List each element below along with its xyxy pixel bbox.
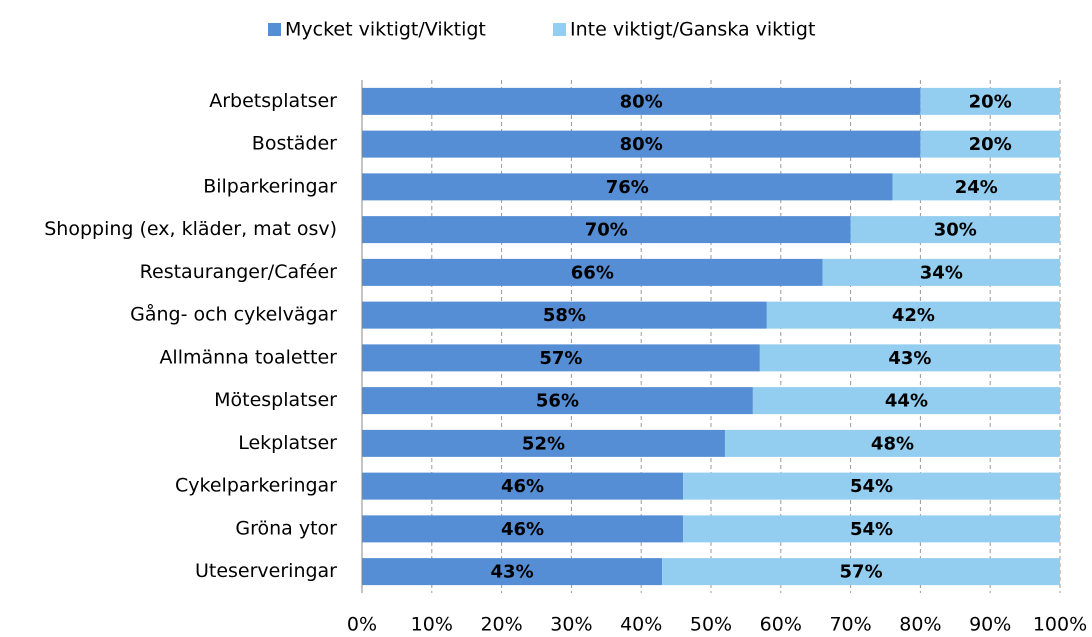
bar-segment xyxy=(362,472,684,500)
bar-segment xyxy=(362,429,725,457)
value-label: 42% xyxy=(892,305,935,326)
bar-segment xyxy=(362,216,851,244)
y-tick-label: Arbetsplatser xyxy=(209,90,337,112)
bar-segment xyxy=(662,558,1060,586)
bar-segment xyxy=(362,301,767,329)
value-label: 30% xyxy=(934,220,977,241)
x-tick-label: 100% xyxy=(1033,614,1087,636)
bar-segment xyxy=(362,344,760,372)
value-label: 58% xyxy=(543,305,586,326)
legend-label: Mycket viktigt/Viktigt xyxy=(285,19,486,41)
x-tick-label: 70% xyxy=(829,614,871,636)
value-label: 43% xyxy=(491,562,534,583)
bar-segment xyxy=(892,173,1060,201)
bar-segment xyxy=(362,130,921,158)
y-tick-label: Lekplatser xyxy=(238,432,337,454)
x-tick-label: 80% xyxy=(899,614,941,636)
value-label: 57% xyxy=(539,348,582,369)
y-tick-label: Bostäder xyxy=(252,133,337,155)
y-tick-label: Shopping (ex, kläder, mat osv) xyxy=(44,218,337,240)
x-tick-label: 0% xyxy=(347,614,377,636)
bar-segment xyxy=(683,515,1060,543)
x-tick-label: 40% xyxy=(620,614,662,636)
y-tick-label: Restauranger/Caféer xyxy=(140,261,338,283)
bar-segment xyxy=(759,344,1060,372)
value-label: 57% xyxy=(840,562,883,583)
y-tick-label: Gång- och cykelvägar xyxy=(130,303,337,326)
bar-segment xyxy=(920,87,1060,115)
y-tick-label: Allmänna toaletter xyxy=(159,346,337,368)
value-label: 48% xyxy=(871,433,914,454)
value-label: 80% xyxy=(620,134,663,155)
value-label: 70% xyxy=(585,220,628,241)
bar-segment xyxy=(362,515,684,543)
value-label: 54% xyxy=(850,519,893,540)
legend-swatch xyxy=(553,23,566,36)
value-label: 46% xyxy=(501,519,544,540)
value-label: 52% xyxy=(522,433,565,454)
bar-segment xyxy=(724,429,1060,457)
x-tick-label: 30% xyxy=(550,614,592,636)
bar-segment xyxy=(752,387,1060,415)
value-label: 80% xyxy=(620,91,663,112)
value-label: 54% xyxy=(850,476,893,497)
legend-swatch xyxy=(268,23,281,36)
value-label: 24% xyxy=(955,177,998,198)
bar-segment xyxy=(766,301,1060,329)
value-label: 34% xyxy=(920,262,963,283)
bar-segment xyxy=(920,130,1060,158)
y-tick-label: Mötesplatser xyxy=(214,389,337,411)
y-tick-label: Bilparkeringar xyxy=(203,175,337,197)
bar-segment xyxy=(362,387,753,415)
legend-label: Inte viktigt/Ganska viktigt xyxy=(570,19,815,41)
bar-segment xyxy=(850,216,1060,244)
value-label: 44% xyxy=(885,391,928,412)
bar-segment xyxy=(362,258,823,286)
bar-segment xyxy=(362,558,663,586)
bar-segment xyxy=(822,258,1060,286)
x-tick-label: 20% xyxy=(480,614,522,636)
value-label: 43% xyxy=(888,348,931,369)
y-tick-label: Uteserveringar xyxy=(195,560,337,582)
value-label: 76% xyxy=(606,177,649,198)
value-label: 46% xyxy=(501,476,544,497)
bar-segment xyxy=(683,472,1060,500)
x-tick-label: 60% xyxy=(760,614,802,636)
x-tick-label: 90% xyxy=(969,614,1011,636)
x-tick-label: 50% xyxy=(690,614,732,636)
x-tick-label: 10% xyxy=(411,614,453,636)
bar-segment xyxy=(362,173,893,201)
value-label: 20% xyxy=(969,134,1012,155)
value-label: 66% xyxy=(571,262,614,283)
value-label: 56% xyxy=(536,391,579,412)
y-tick-label: Gröna ytor xyxy=(235,517,337,539)
bar-segment xyxy=(362,87,921,115)
value-label: 20% xyxy=(969,91,1012,112)
y-tick-label: Cykelparkeringar xyxy=(175,475,337,497)
